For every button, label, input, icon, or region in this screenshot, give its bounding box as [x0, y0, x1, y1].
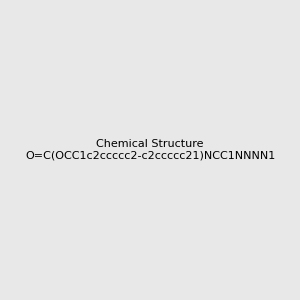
Text: Chemical Structure
O=C(OCC1c2ccccc2-c2ccccc21)NCC1NNNN1: Chemical Structure O=C(OCC1c2ccccc2-c2cc…: [25, 139, 275, 161]
